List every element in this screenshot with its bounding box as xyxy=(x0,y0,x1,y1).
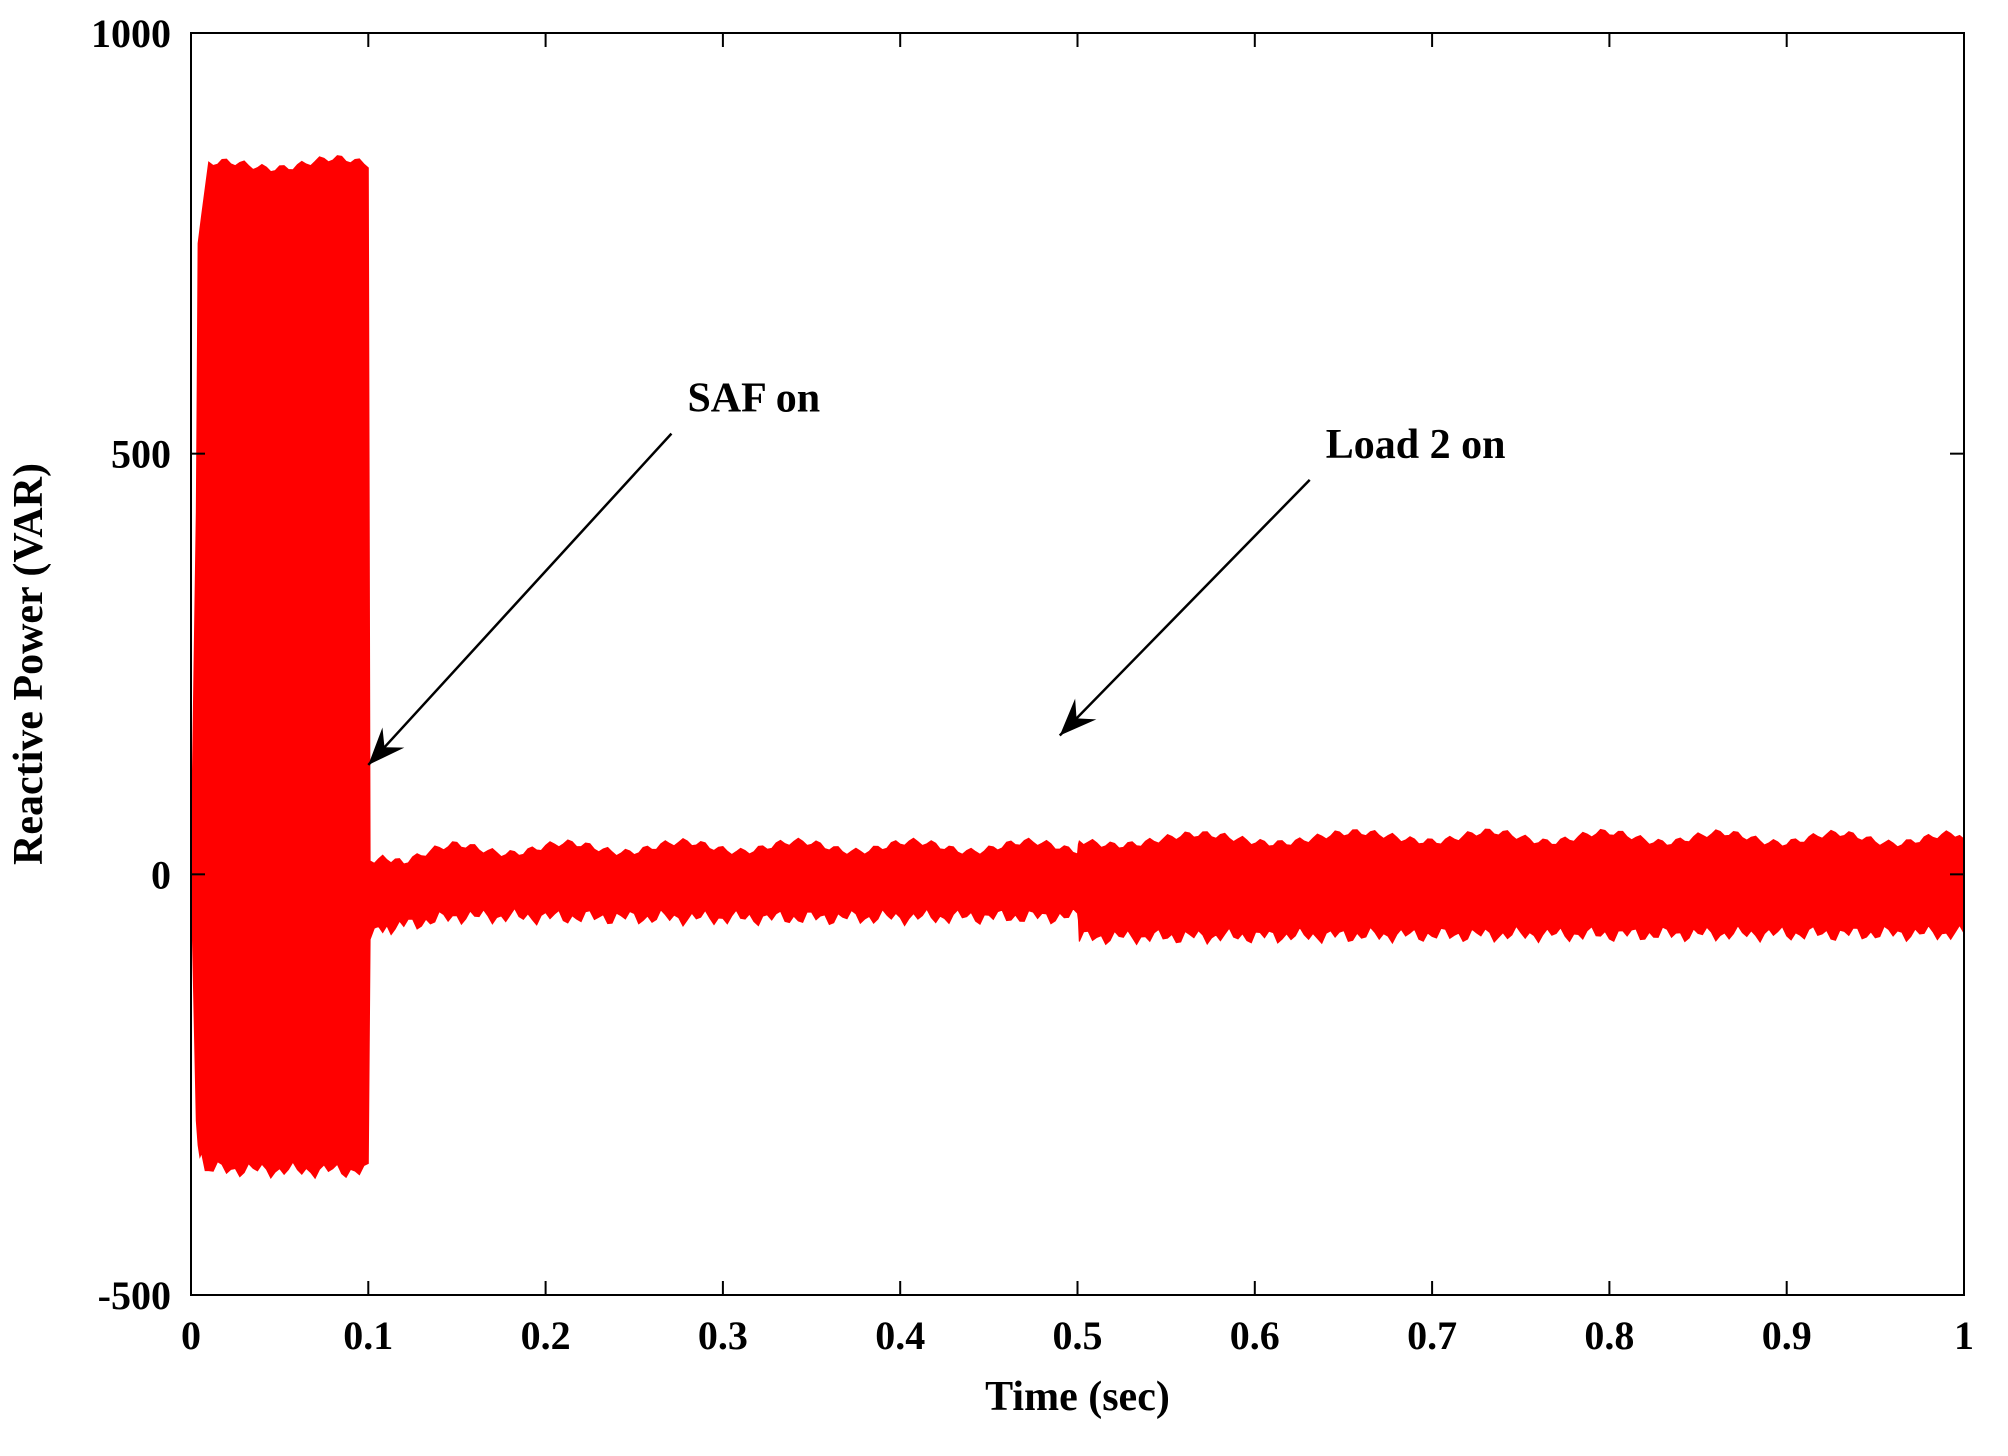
annotations-layer: SAF on Load 2 on xyxy=(367,376,1506,766)
x-tick-label: 0.9 xyxy=(1762,1313,1812,1358)
annotation-arrowhead xyxy=(1059,698,1097,736)
x-tick-label: 0 xyxy=(181,1313,201,1358)
annotation-label: SAF on xyxy=(687,376,820,422)
annotation-arrow-line xyxy=(367,432,673,766)
x-tick-label: 1 xyxy=(1954,1313,1974,1358)
x-tick-label: 0.5 xyxy=(1053,1313,1103,1358)
x-tick-label: 0.3 xyxy=(698,1313,748,1358)
y-axis-title: Reactive Power (VAR) xyxy=(6,463,52,865)
x-tick-label: 0.7 xyxy=(1407,1313,1457,1358)
annotation-arrow-line xyxy=(1058,478,1311,737)
x-tick-label: 0.6 xyxy=(1230,1313,1280,1358)
x-tick-label: 0.4 xyxy=(875,1313,925,1358)
y-tick-label: 1000 xyxy=(91,11,171,56)
x-tick-label: 0.2 xyxy=(521,1313,571,1358)
y-tick-label: 0 xyxy=(151,852,171,897)
x-tick-label: 0.1 xyxy=(343,1313,393,1358)
ticks-layer: 0 0.1 0.2 0.3 0.4 0.5 0.6 0.7 0.8 0.9 1-5000500100… xyxy=(91,11,1974,1358)
annotation-label: Load 2 on xyxy=(1326,422,1506,468)
annotation-arrowhead xyxy=(368,727,405,765)
x-axis-title: Time (sec) xyxy=(985,1374,1170,1420)
y-tick-label: 500 xyxy=(111,432,171,477)
x-tick-label: 0.8 xyxy=(1584,1313,1634,1358)
y-tick-label: -500 xyxy=(98,1273,171,1318)
plot-frame xyxy=(190,32,1965,1296)
